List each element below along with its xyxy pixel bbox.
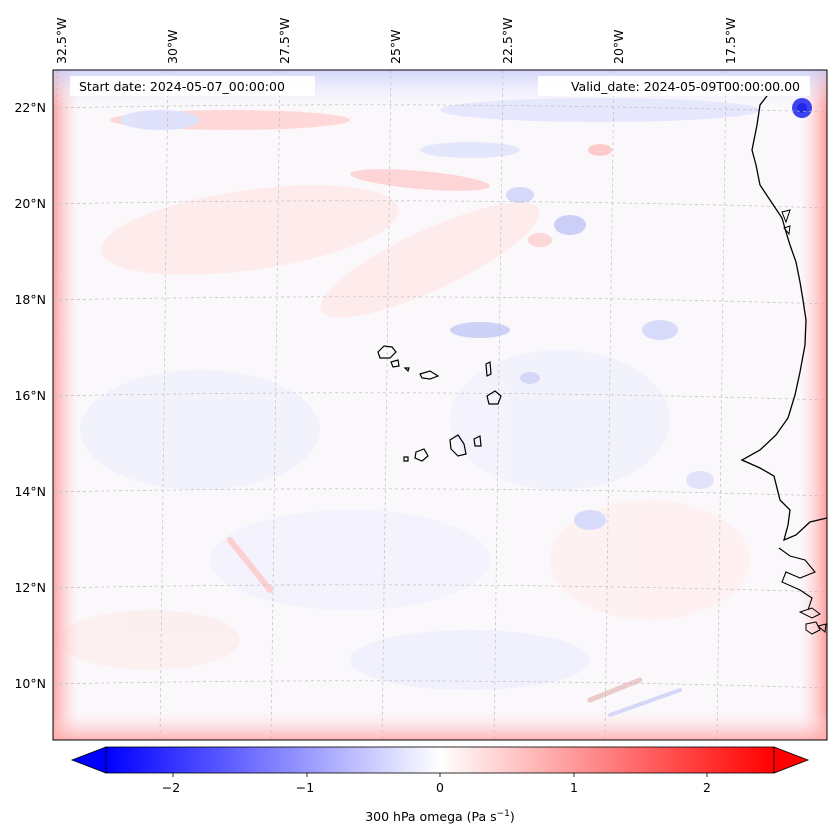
brava-island [403, 456, 409, 462]
santa-luzia-island [403, 367, 410, 373]
colorbar-tick-label: 0 [436, 780, 444, 795]
lon-label: 20°W [611, 29, 626, 64]
valid-date-text: Valid_date: 2024-05-09T00:00:00.00 [571, 79, 800, 94]
colorbar-label: 300 hPa omega (Pa s−1) [365, 809, 515, 824]
lat-label: 10°N [14, 676, 46, 691]
start-date-box [70, 76, 315, 96]
colorbar: −2 −1 0 1 2 300 hPa omega (Pa s−1) [70, 746, 810, 824]
west-africa-coastline [740, 91, 827, 542]
colorbar-min-extend [70, 746, 107, 774]
lat-label: 14°N [14, 484, 46, 499]
bottom-boundary-band [53, 712, 827, 740]
graticule [53, 70, 827, 740]
lon-label: 22.5°W [500, 18, 515, 64]
lon-label: 30°W [165, 29, 180, 64]
valid-date-box [538, 76, 810, 96]
santo-antao-island [377, 345, 397, 359]
sal-island [485, 361, 492, 377]
right-boundary-band [800, 70, 827, 740]
fogo-island [414, 448, 429, 462]
colorbar-tick-label: −2 [162, 780, 180, 795]
lon-label: 25°W [388, 29, 403, 64]
lat-label: 16°N [14, 388, 46, 403]
map-frame [52, 69, 828, 741]
lat-label: 20°N [14, 196, 46, 211]
sao-vicente-island [390, 359, 400, 368]
omega-field-map [53, 70, 827, 740]
colorbar-max-extend [773, 746, 810, 774]
maio-island [473, 435, 482, 447]
lat-label: 18°N [14, 292, 46, 307]
boa-vista-island [486, 390, 502, 405]
bijagos-islands [798, 607, 827, 635]
colorbar-tick-label: −1 [296, 780, 314, 795]
start-date-text: Start date: 2024-05-07_00:00:00 [79, 79, 285, 94]
omega-field-shading [60, 98, 760, 717]
lon-label: 17.5°W [723, 18, 738, 64]
guinea-bissau-coast [778, 547, 816, 611]
colorbar-tick-label: 1 [570, 780, 578, 795]
colorbar-gradient [105, 746, 775, 774]
lon-label: 27.5°W [277, 18, 292, 64]
colorbar-tick-labels: −2 −1 0 1 2 [162, 780, 711, 795]
banc-d-arguin-islets [781, 209, 791, 236]
left-boundary-band [53, 70, 79, 740]
lat-label: 12°N [14, 580, 46, 595]
lon-label: 32.5°W [54, 18, 69, 64]
latitude-labels: 22°N 20°N 18°N 16°N 14°N 12°N 10°N [14, 100, 46, 691]
colorbar-tick-label: 2 [703, 780, 711, 795]
santiago-island [449, 434, 467, 457]
cape-verde-islands [377, 345, 502, 462]
colorbar-ticks [172, 773, 708, 777]
longitude-labels: 32.5°W 30°W 27.5°W 25°W 22.5°W 20°W 17.5… [54, 18, 738, 64]
lat-label: 22°N [14, 100, 46, 115]
sao-nicolau-island [419, 370, 440, 380]
